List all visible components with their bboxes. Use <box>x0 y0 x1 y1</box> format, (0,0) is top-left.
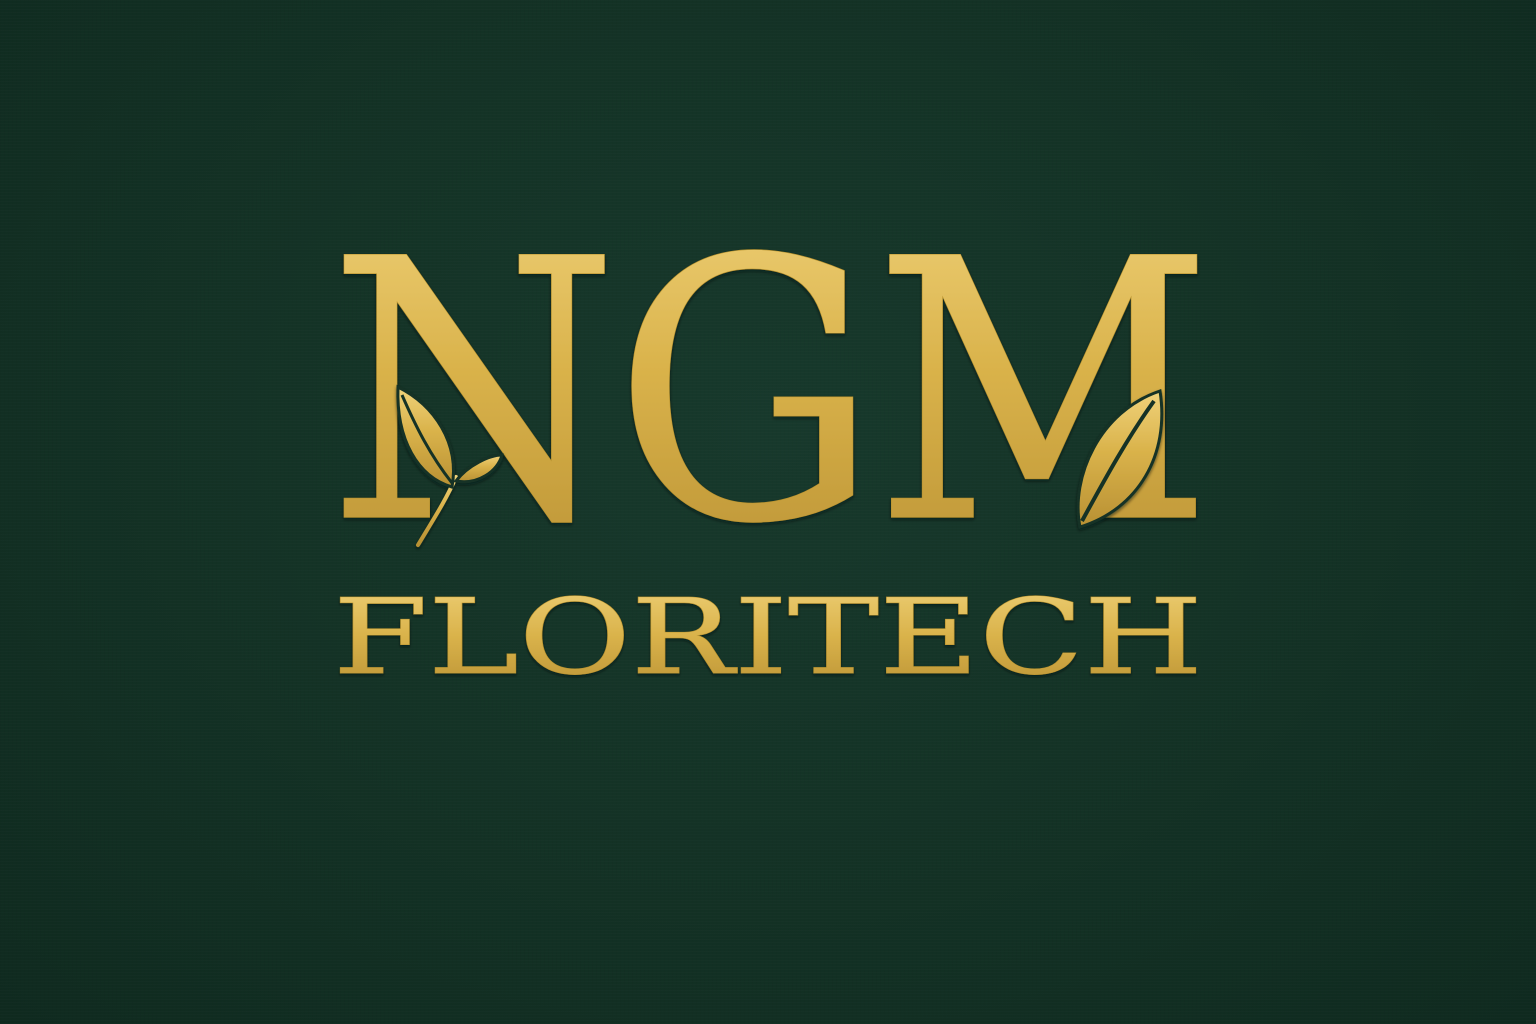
monogram-text: NGM <box>328 215 1208 555</box>
monogram: NGM <box>327 215 1214 555</box>
wordmark: FLORITECH <box>333 576 1204 696</box>
leaf-sprig-icon <box>396 384 504 547</box>
wordmark-text: FLORITECH <box>333 576 1203 695</box>
leaf-icon <box>1076 389 1164 529</box>
